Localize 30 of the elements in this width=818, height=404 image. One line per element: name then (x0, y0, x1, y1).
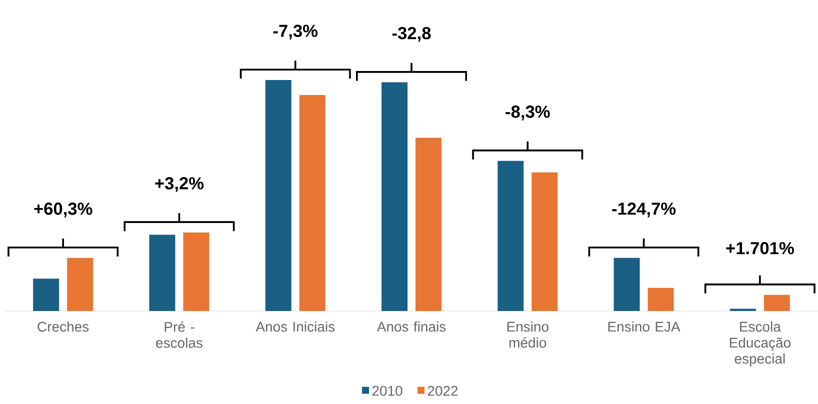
legend-label: 2022 (428, 386, 458, 396)
annotation: +60,3% (34, 202, 92, 218)
bar (67, 258, 94, 312)
annotation: -124,7% (612, 202, 676, 218)
bar (265, 80, 292, 312)
annotation: -8,3% (506, 106, 550, 120)
bar (382, 82, 408, 312)
x-tick-label: Pré - escolas (156, 321, 202, 348)
x-tick-label: Anos Iniciais (256, 321, 335, 332)
annotation: +1.701% (726, 242, 794, 254)
bar (648, 288, 674, 312)
bar (764, 294, 790, 312)
bar (299, 95, 326, 312)
annotation: +3,2% (155, 177, 204, 192)
bar (498, 160, 524, 312)
bar (416, 138, 442, 312)
x-tick-label: Ensino médio (507, 321, 548, 348)
bar (183, 232, 210, 312)
x-tick-label: Ensino EJA (608, 321, 680, 332)
x-tick-label: Creches (38, 321, 89, 332)
text: -32,8 (392, 27, 431, 42)
bar (614, 258, 640, 312)
bar (33, 278, 60, 312)
x-tick-label: Escola Educação especial (730, 321, 790, 366)
x-tick-label: Anos finais (376, 321, 446, 332)
bar (730, 308, 756, 312)
bar (532, 172, 558, 312)
bar (149, 234, 176, 312)
text: -7,3% (273, 24, 318, 40)
legend-label: 2010 (372, 386, 402, 396)
